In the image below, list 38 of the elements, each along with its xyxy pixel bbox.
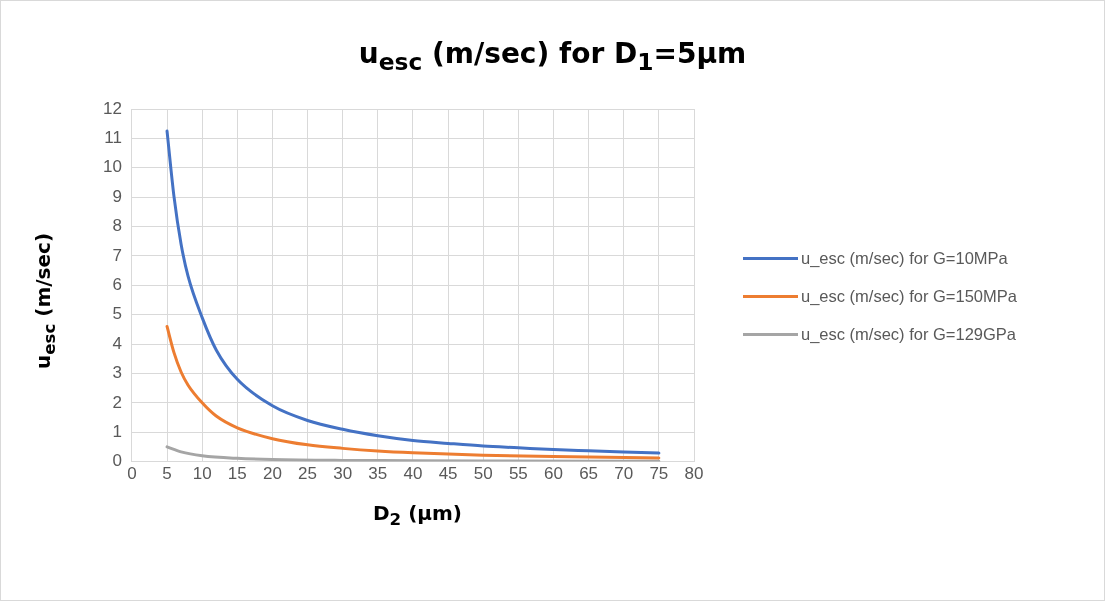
legend-label: u_esc (m/sec) for G=150MPa: [801, 287, 1017, 306]
y-tick-label: 10: [102, 157, 122, 177]
y-tick-label: 6: [112, 274, 122, 294]
y-tick-label: 2: [112, 392, 122, 412]
y-tick-label: 3: [112, 363, 122, 383]
y-tick-label: 1: [112, 421, 122, 441]
y-tick-label: 11: [104, 128, 122, 148]
legend-label: u_esc (m/sec) for G=10MPa: [801, 249, 1008, 268]
x-tick-label: 50: [473, 464, 493, 484]
x-axis-title: D$_{2}$ (μm): [373, 501, 463, 529]
x-tick-label: 0: [127, 464, 137, 484]
x-tick-label: 70: [614, 464, 634, 484]
x-tick-label: 35: [368, 464, 388, 484]
x-tick-label: 45: [438, 464, 458, 484]
x-tick-label: 20: [262, 464, 282, 484]
y-tick-label: 0: [112, 451, 122, 471]
x-tick-label: 30: [333, 464, 353, 484]
x-tick-label: 80: [684, 464, 704, 484]
legend-label: u_esc (m/sec) for G=129GPa: [801, 325, 1017, 344]
line-series: [165, 129, 661, 455]
x-tick-label: 25: [298, 464, 318, 484]
x-tick-label: 40: [403, 464, 423, 484]
x-tick-label: 15: [227, 464, 247, 484]
x-tick-label: 5: [162, 464, 172, 484]
chart-title: u$_{esc}$ (m/sec) for D$_{1}$=5μm: [357, 37, 748, 76]
y-tick-label: 5: [112, 304, 122, 324]
line-series: [165, 445, 661, 462]
y-tick-label: 7: [112, 245, 122, 265]
line-series: [165, 324, 661, 460]
y-tick-label: 8: [112, 216, 122, 236]
x-tick-label: 55: [508, 464, 528, 484]
y-tick-label: 12: [102, 98, 122, 118]
x-tick-label: 60: [544, 464, 563, 484]
x-tick-label: 10: [192, 464, 212, 484]
y-tick-label: 4: [112, 333, 122, 353]
x-tick-label: 75: [649, 464, 669, 484]
x-tick-label: 65: [579, 464, 599, 484]
y-tick-label: 9: [112, 186, 122, 206]
